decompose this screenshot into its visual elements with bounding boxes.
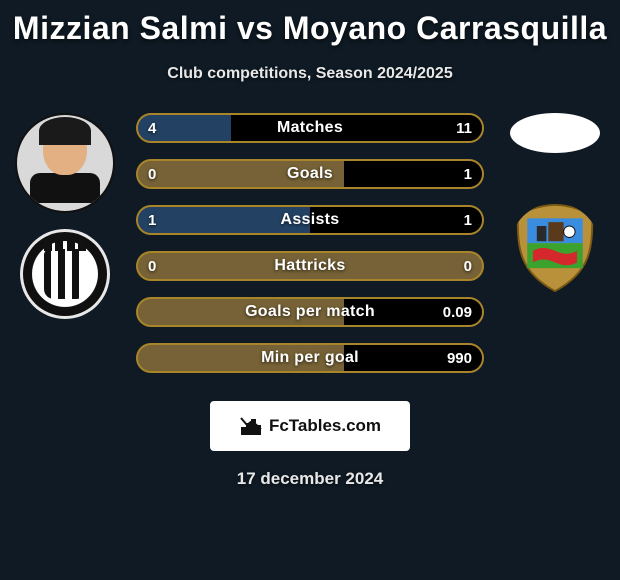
stat-label: Matches — [138, 115, 482, 141]
player2-club-badge — [510, 203, 600, 293]
stat-bar: 990Min per goal — [136, 343, 484, 373]
stat-label: Min per goal — [138, 345, 482, 371]
stat-bar: 01Goals — [136, 159, 484, 189]
stat-bar: 00Hattricks — [136, 251, 484, 281]
chart-icon — [239, 414, 263, 438]
stat-bars-container: 411Matches 01Goals 11Assists 00Hattricks 0.0… — [136, 113, 484, 389]
comparison-content: MERIDA 411Matches 01Goals 11Assists 00Hattr… — [0, 113, 620, 393]
stat-bar: 11Assists — [136, 205, 484, 235]
player1-avatar — [15, 113, 115, 213]
left-player-column: MERIDA — [10, 113, 120, 319]
brand-text: FcTables.com — [269, 416, 381, 436]
stat-label: Assists — [138, 207, 482, 233]
page-title: Mizzian Salmi vs Moyano Carrasquilla — [0, 0, 620, 47]
stat-bar: 411Matches — [136, 113, 484, 143]
stat-label: Goals — [138, 161, 482, 187]
player2-avatar — [510, 113, 600, 153]
stat-label: Hattricks — [138, 253, 482, 279]
date-text: 17 december 2024 — [0, 469, 620, 489]
subtitle: Club competitions, Season 2024/2025 — [0, 65, 620, 83]
stat-label: Goals per match — [138, 299, 482, 325]
right-player-column — [500, 113, 610, 293]
shield-icon — [512, 203, 598, 293]
brand-footer: FcTables.com — [210, 401, 410, 451]
stat-bar: 0.09Goals per match — [136, 297, 484, 327]
player1-club-badge: MERIDA — [20, 229, 110, 319]
